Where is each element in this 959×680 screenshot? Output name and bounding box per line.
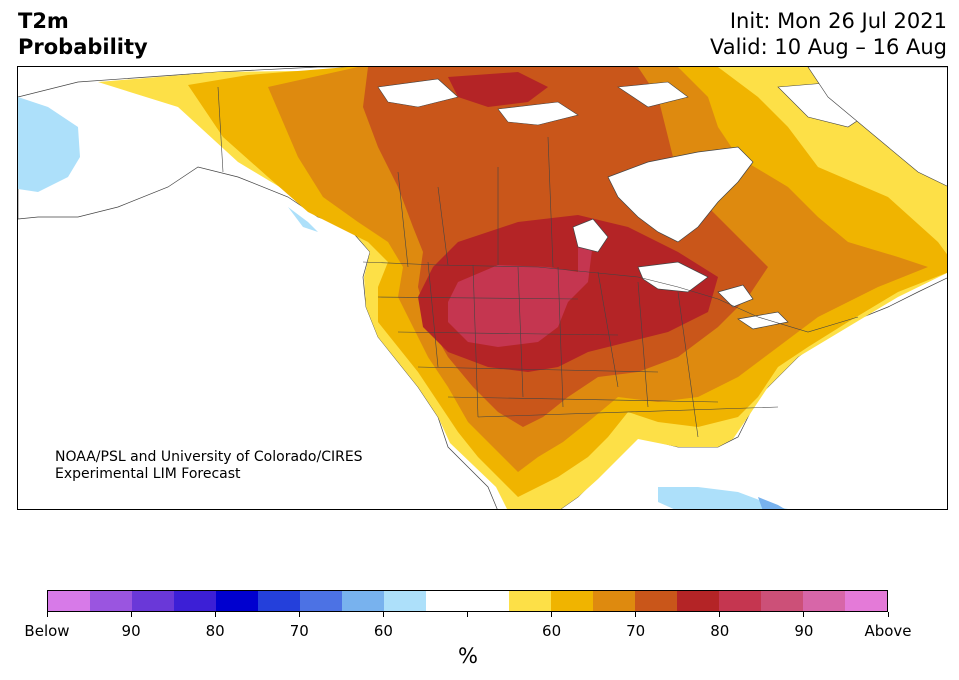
colorbar-segment — [89, 591, 132, 611]
colorbar-tick-label: Below — [24, 622, 70, 640]
colorbar-tick — [467, 612, 468, 617]
colorbar-tick-label: 60 — [542, 622, 562, 640]
colorbar-tick-label: 70 — [626, 622, 646, 640]
colorbar-segment — [48, 591, 90, 611]
colorbar-segment — [467, 591, 510, 611]
political-boundaries — [217, 86, 859, 438]
colorbar-tick-label: 80 — [710, 622, 730, 640]
colorbar-segment — [551, 591, 594, 611]
colorbar-tick-label: 80 — [205, 622, 225, 640]
colorbar-segment — [845, 591, 888, 611]
colorbar-tick-label: 60 — [373, 622, 393, 640]
colorbar-segment — [257, 591, 300, 611]
colorbar-segment — [299, 591, 342, 611]
colorbar-tick — [382, 612, 384, 617]
arctic-islands — [377, 78, 879, 128]
colorbar-segment — [341, 591, 384, 611]
colorbar-tick-label: 70 — [289, 622, 309, 640]
colorbar-segment — [635, 591, 678, 611]
colorbar-tick — [887, 612, 889, 617]
colorbar-tick — [214, 612, 216, 617]
colorbar-segment — [593, 591, 636, 611]
credit-line-1: NOAA/PSL and University of Colorado/CIRE… — [55, 449, 363, 465]
great-lakes — [572, 218, 789, 330]
colorbar-tick — [298, 612, 300, 617]
colorbar-segment — [425, 591, 468, 611]
map-credit: NOAA/PSL and University of Colorado/CIRE… — [55, 449, 363, 483]
colorbar-tick — [719, 612, 721, 617]
map-title: T2m Probability — [18, 8, 148, 60]
title-line-2: Probability — [18, 35, 148, 59]
colorbar-tick-label: Above — [864, 622, 912, 640]
colorbar-segment — [719, 591, 762, 611]
probability-colorbar — [47, 590, 888, 612]
probability-map — [17, 66, 948, 510]
init-date: Init: Mon 26 Jul 2021 — [729, 9, 947, 33]
colorbar-tick — [46, 612, 48, 617]
hudson-bay — [607, 146, 754, 243]
prob-below-65 — [758, 497, 785, 509]
colorbar-tick — [551, 612, 553, 617]
credit-line-2: Experimental LIM Forecast — [55, 466, 241, 482]
map-svg — [18, 67, 947, 509]
colorbar-tick — [130, 612, 132, 617]
colorbar-tick-label: 90 — [794, 622, 814, 640]
colorbar-tick-label: 90 — [121, 622, 141, 640]
colorbar-segment — [509, 591, 552, 611]
prob-80 — [448, 237, 593, 347]
colorbar-tick — [803, 612, 805, 617]
colorbar-segment — [383, 591, 426, 611]
colorbar-tick — [635, 612, 637, 617]
colorbar-segment — [131, 591, 174, 611]
title-line-1: T2m — [18, 9, 69, 33]
colorbar-segment — [803, 591, 846, 611]
colorbar-segment — [215, 591, 258, 611]
forecast-dates: Init: Mon 26 Jul 2021 Valid: 10 Aug – 16… — [710, 8, 947, 60]
colorbar-segment — [173, 591, 216, 611]
valid-date: Valid: 10 Aug – 16 Aug — [709, 35, 947, 59]
greenland — [807, 67, 947, 187]
colorbar-unit: % — [458, 644, 478, 668]
colorbar-segment — [761, 591, 804, 611]
colorbar-segment — [677, 591, 720, 611]
